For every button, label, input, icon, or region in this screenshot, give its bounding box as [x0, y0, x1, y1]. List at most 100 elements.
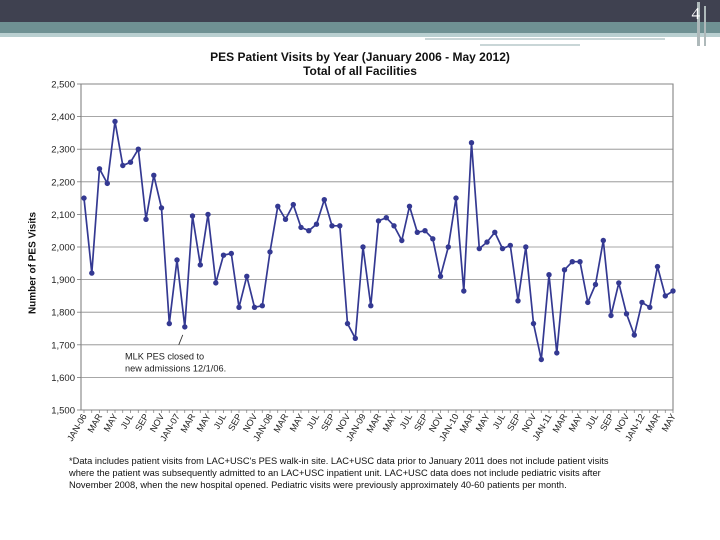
data-point: [120, 162, 126, 169]
data-point: [267, 249, 273, 255]
x-tick-label: MAR: [272, 412, 291, 435]
data-point: [228, 250, 234, 257]
data-point: [530, 320, 537, 327]
data-point: [546, 272, 552, 278]
x-tick-label: MAR: [458, 412, 477, 435]
slide-number: 4: [691, 4, 701, 23]
annotation-line-2: new admissions 12/1/06.: [125, 363, 226, 373]
x-tick-label: MAY: [660, 412, 678, 433]
y-tick-label: 2,000: [51, 243, 75, 254]
data-point: [499, 245, 506, 252]
y-tick-label: 1,900: [51, 275, 75, 286]
data-point: [577, 259, 583, 265]
y-tick-label: 2,300: [51, 145, 75, 156]
data-point: [569, 259, 575, 265]
data-point: [166, 320, 172, 327]
data-point: [244, 273, 250, 279]
data-point: [414, 229, 420, 235]
data-point: [391, 223, 397, 229]
data-point: [368, 303, 374, 309]
data-point: [259, 303, 265, 309]
data-point: [430, 236, 436, 242]
data-point: [399, 237, 405, 244]
chart-title: PES Patient Visits by Year (January 2006…: [210, 50, 510, 64]
accent-bar-light: [0, 33, 720, 37]
y-tick-label: 1,600: [51, 373, 75, 384]
data-point: [592, 281, 599, 288]
annotation-line-1: MLK PES closed to: [125, 351, 204, 361]
x-tick-label: MAR: [365, 412, 384, 435]
x-tick-label: MAR: [644, 412, 663, 435]
decorative-rule: [704, 6, 706, 46]
data-point: [321, 197, 327, 203]
data-point: [538, 356, 544, 363]
data-point: [344, 320, 351, 327]
data-point: [453, 195, 459, 201]
data-point: [375, 218, 382, 224]
x-tick-label: MAY: [474, 412, 492, 433]
x-tick-label: MAY: [381, 412, 399, 433]
decorative-rule: [480, 44, 580, 46]
data-point: [360, 244, 366, 250]
y-tick-label: 1,800: [51, 308, 75, 319]
x-tick-label: MAY: [195, 412, 213, 433]
data-point: [313, 221, 320, 227]
data-point: [461, 288, 467, 294]
data-point: [182, 324, 188, 330]
data-point: [647, 304, 653, 310]
y-tick-labels: 1,500 1,600 1,700 1,800 1,900 2,000 2,100 2,200…: [51, 80, 81, 417]
y-tick-label: 2,400: [51, 112, 75, 123]
data-point: [484, 239, 490, 245]
data-point: [220, 252, 227, 258]
data-point: [445, 244, 451, 250]
annotation-arrow: [178, 334, 184, 346]
annotation: MLK PES closed to new admissions 12/1/06…: [125, 334, 226, 373]
data-point: [662, 293, 668, 299]
series: [81, 118, 676, 363]
data-point: [205, 211, 211, 218]
data-point: [437, 273, 444, 279]
data-point: [337, 223, 343, 229]
data-point: [213, 280, 219, 286]
data-point: [623, 311, 630, 317]
data-point: [492, 229, 498, 235]
data-point: [96, 166, 103, 172]
data-point: [523, 244, 529, 250]
decorative-rule: [425, 38, 665, 40]
data-point: [639, 299, 645, 306]
data-point: [151, 172, 157, 178]
data-point: [104, 180, 111, 187]
title-bar: [0, 0, 720, 22]
data-point: [329, 223, 335, 229]
data-point: [654, 263, 661, 270]
data-point: [608, 312, 614, 319]
x-tick-labels: JAN-06MARMAYJULSEPNOVJAN-07MARMAYJULSEPN…: [65, 410, 678, 443]
data-point: [236, 304, 242, 310]
data-point: [616, 280, 622, 286]
data-point: [298, 224, 304, 231]
data-point: [476, 245, 482, 252]
y-tick-label: 2,200: [51, 177, 75, 188]
data-point: [422, 228, 428, 234]
data-point: [352, 335, 358, 341]
data-point: [143, 216, 149, 222]
gridlines: [81, 83, 673, 411]
y-tick-label: 2,100: [51, 210, 75, 221]
x-tick-label: MAR: [86, 412, 105, 435]
data-point: [174, 257, 180, 263]
y-tick-label: 2,500: [51, 80, 75, 91]
data-point: [127, 159, 134, 165]
data-point: [507, 242, 513, 249]
y-tick-label: 1,500: [51, 406, 75, 417]
data-point: [670, 288, 676, 294]
data-point: [600, 237, 606, 244]
data-point: [81, 195, 87, 201]
data-point: [515, 298, 521, 304]
data-point: [275, 203, 281, 209]
data-point: [251, 304, 258, 310]
x-tick-label: MAY: [102, 412, 120, 433]
y-tick-label: 1,700: [51, 340, 75, 351]
data-point: [135, 146, 141, 152]
data-point: [468, 140, 475, 146]
